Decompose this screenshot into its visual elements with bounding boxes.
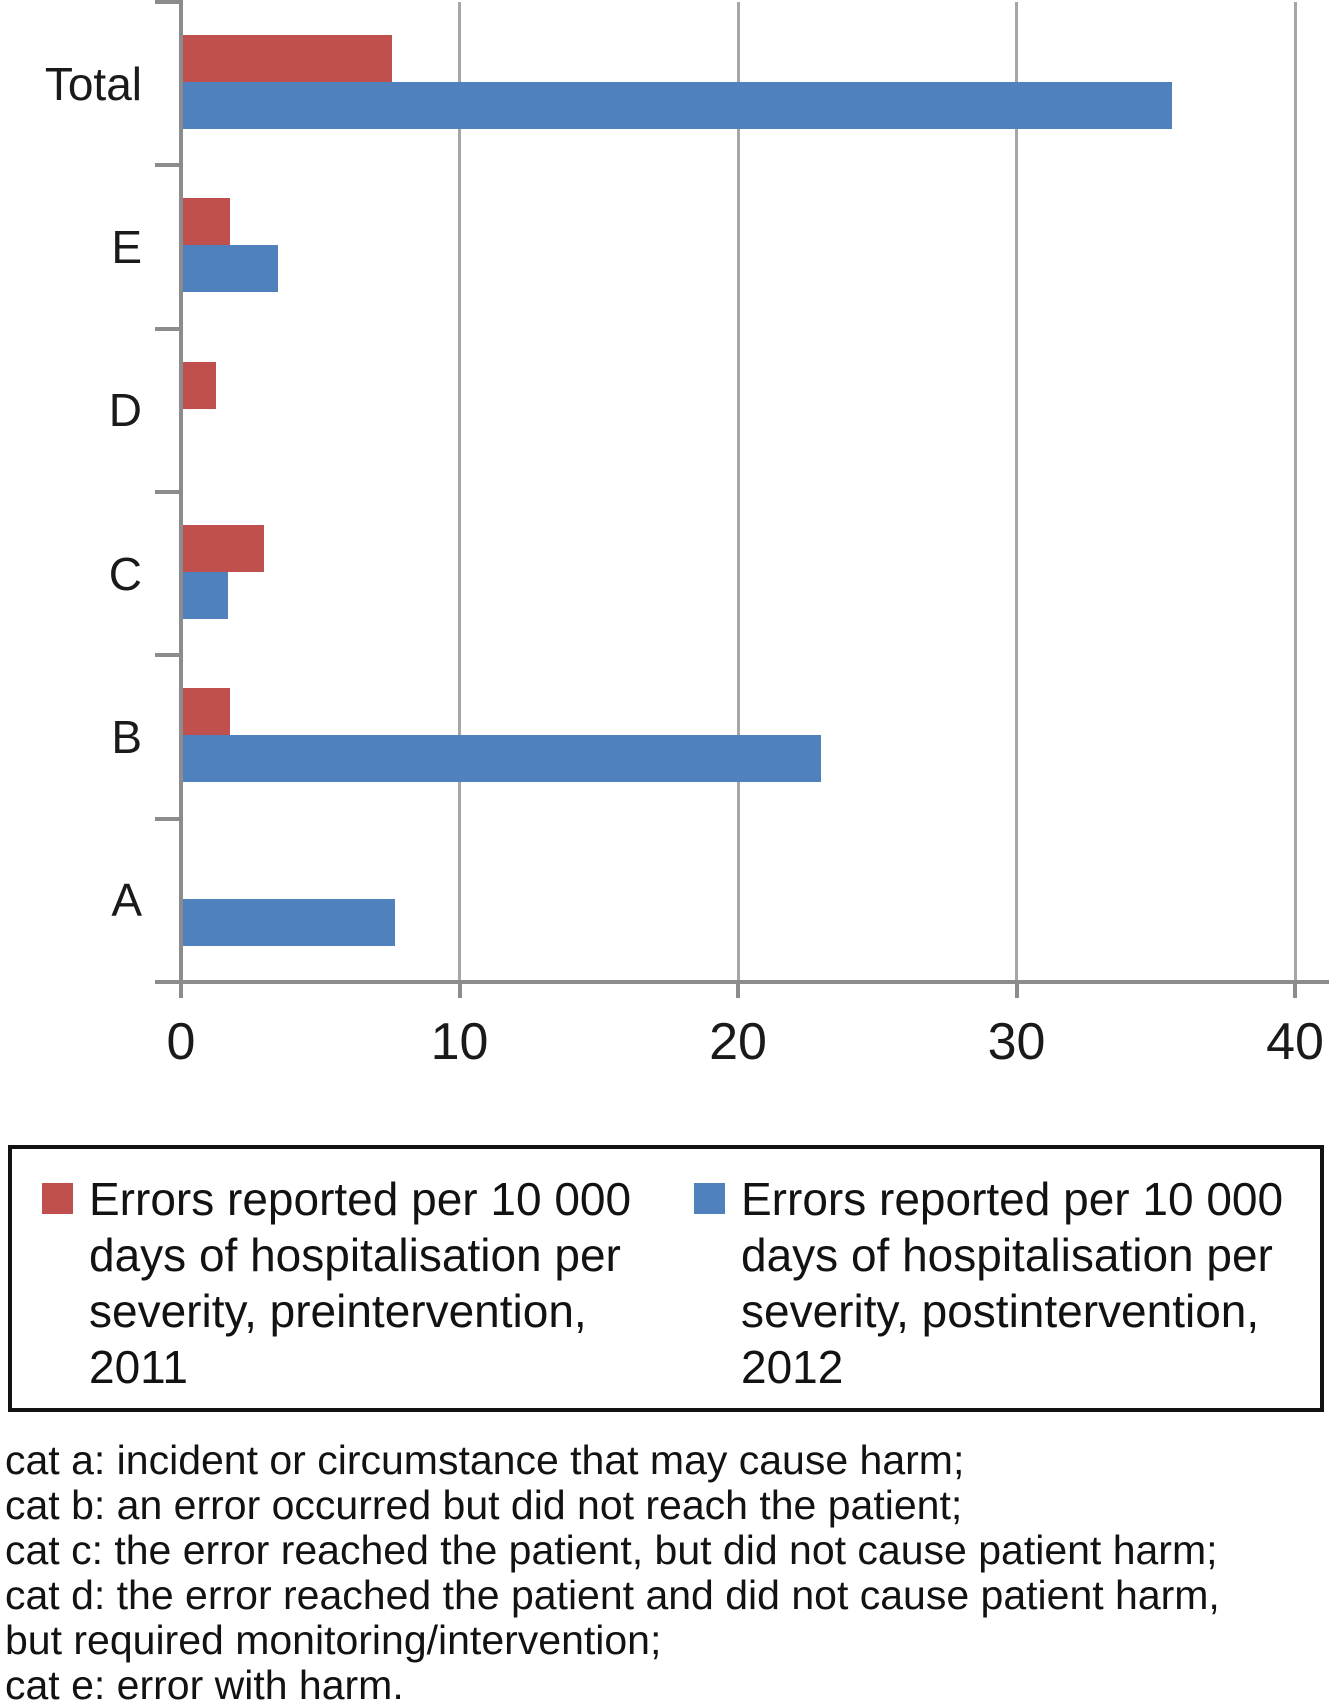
category-definitions: cat a: incident or circumstance that may… (5, 1438, 1325, 1705)
category-label-total: Total (44, 57, 142, 110)
bar-preintervention-2011-e (183, 198, 231, 246)
category-tick-a (155, 816, 181, 821)
x-axis-label-40: 40 (1266, 1013, 1324, 1071)
bar-postintervention-2012-b (183, 735, 821, 783)
gridline-10 (458, 2, 461, 982)
footnote-4: cat d: the error reached the patient and… (5, 1572, 1220, 1663)
x-axis-line (155, 980, 1329, 984)
x-tick-30 (1014, 984, 1019, 998)
bar-preintervention-2011-total (183, 35, 392, 82)
x-axis-label-0: 0 (166, 1013, 196, 1071)
x-tick-0 (179, 984, 183, 998)
x-axis-label-30: 30 (987, 1013, 1046, 1071)
bar-postintervention-2012-total (183, 82, 1172, 129)
category-label-d: D (108, 384, 142, 437)
bar-preintervention-2011-c (183, 525, 264, 572)
bar-postintervention-2012-a (183, 898, 395, 946)
gridline-30 (1015, 2, 1018, 982)
x-axis-label-10: 10 (430, 1013, 489, 1071)
legend: Errors reported per 10 000 days of hospi… (8, 1145, 1324, 1412)
footnote-2: cat b: an error occurred but did not rea… (5, 1482, 963, 1528)
x-tick-20 (736, 984, 740, 998)
legend-label-preintervention: Errors reported per 10 000 days of hospi… (89, 1173, 632, 1393)
category-label-c: C (108, 547, 142, 600)
gridline-40 (1293, 2, 1297, 982)
legend-entry-postintervention: Errors reported per 10 000 days of hospi… (666, 1149, 1320, 1408)
x-axis-label-20: 20 (709, 1013, 767, 1071)
y-axis-line (179, 0, 183, 998)
gridline-20 (736, 2, 740, 982)
legend-swatch-preintervention-icon (42, 1183, 73, 1214)
bar-preintervention-2011-b (183, 688, 231, 736)
plot-area (155, 0, 1297, 982)
bar-preintervention-2011-d (183, 361, 217, 409)
footnote-1: cat a: incident or circumstance that may… (5, 1437, 965, 1483)
category-tick-e (155, 163, 181, 168)
category-tick-total (155, 0, 181, 4)
category-tick-b (155, 653, 181, 658)
x-tick-10 (457, 984, 462, 998)
footnote-5: cat e: error with harm. (5, 1662, 404, 1705)
category-tick-c (155, 490, 181, 494)
legend-swatch-postintervention-icon (694, 1183, 725, 1214)
legend-entry-preintervention: Errors reported per 10 000 days of hospi… (12, 1149, 666, 1408)
x-tick-40 (1293, 984, 1297, 998)
legend-label-postintervention: Errors reported per 10 000 days of hospi… (741, 1173, 1284, 1393)
footnote-3: cat c: the error reached the patient, bu… (5, 1527, 1218, 1573)
bar-postintervention-2012-e (183, 245, 278, 293)
category-label-a: A (111, 874, 142, 927)
category-label-b: B (111, 711, 142, 763)
category-tick-d (155, 326, 181, 331)
bar-postintervention-2012-c (183, 572, 228, 619)
category-label-e: E (111, 221, 142, 273)
